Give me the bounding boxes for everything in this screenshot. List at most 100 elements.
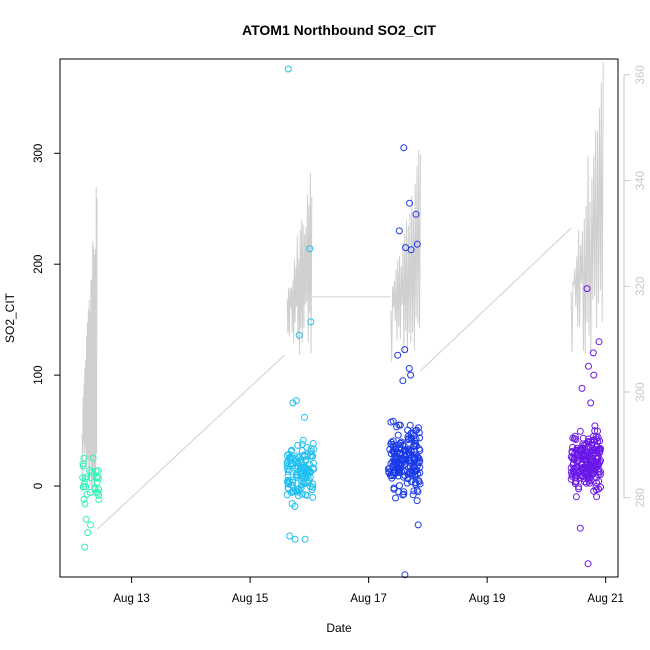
point-s3-129: [597, 445, 604, 453]
point-s2-178: [416, 469, 424, 477]
point-s2-134: [389, 437, 397, 445]
y2-axis: 280 300 320 340 360: [623, 65, 647, 507]
point-s0-17: [80, 483, 88, 491]
point-s3-200: [569, 461, 577, 469]
x-tick-label-4: Aug 21: [587, 593, 623, 605]
point-s2-141: [394, 472, 402, 480]
point-s2-170: [396, 465, 404, 473]
point-s1-103: [303, 491, 311, 499]
point-s2-197: [399, 377, 407, 385]
point-s2-187: [406, 199, 413, 207]
point-s3-161: [572, 493, 580, 501]
point-s3-175: [590, 447, 598, 455]
point-s0-25: [86, 489, 94, 496]
point-s2-188: [412, 210, 420, 218]
point-s3-180: [594, 460, 602, 468]
point-s2-161: [403, 450, 411, 458]
x-axis-label: Date: [326, 621, 352, 635]
point-s0-31: [79, 462, 87, 470]
point-s3-204: [585, 362, 592, 370]
point-s2-140: [402, 455, 410, 463]
point-s0-0: [80, 495, 88, 503]
point-s1-117: [284, 465, 291, 473]
point-s2-184: [411, 437, 419, 445]
point-s1-120: [310, 445, 318, 453]
y-tick-label-2: 200: [33, 255, 45, 274]
y2-tick-label-2: 320: [635, 277, 647, 296]
point-s2-172: [412, 435, 420, 443]
point-s0-23: [82, 483, 90, 491]
point-s1-72: [287, 447, 295, 455]
point-s0-12: [81, 500, 89, 508]
x-tick-label-3: Aug 19: [469, 593, 505, 605]
point-s2-101: [415, 478, 423, 486]
point-s2-58: [394, 431, 402, 439]
point-s2-139: [392, 452, 400, 460]
point-s2-128: [404, 436, 412, 444]
point-s2-193: [401, 346, 409, 354]
point-s0-24: [79, 474, 87, 482]
point-s0-34: [89, 454, 97, 462]
y2-tick-label-3: 340: [635, 171, 647, 190]
point-s0-27: [81, 543, 89, 551]
point-s1-116: [306, 474, 314, 481]
point-s2-97: [412, 479, 419, 487]
point-s3-201: [583, 285, 591, 293]
point-s1-87: [293, 452, 301, 460]
point-s2-154: [399, 455, 407, 463]
point-s0-28: [84, 529, 92, 537]
y-tick-label-0: 0: [33, 483, 45, 489]
point-s1-137: [286, 532, 294, 540]
point-s2-117: [396, 421, 404, 429]
secondary-burst-2: [390, 149, 421, 363]
point-s0-6: [92, 467, 100, 475]
point-s2-10: [400, 488, 408, 496]
point-s1-105: [300, 478, 308, 486]
point-s0-29: [87, 521, 94, 529]
y-axis-label: SO2_CIT: [3, 292, 17, 343]
point-s1-131: [306, 245, 314, 253]
point-s2-137: [410, 487, 418, 495]
point-s2-164: [399, 491, 407, 499]
point-s2-169: [406, 462, 414, 470]
point-s1-138: [291, 535, 299, 543]
point-s3-171: [583, 456, 591, 464]
point-s3-149: [595, 477, 603, 485]
point-s2-21: [393, 423, 401, 431]
point-s2-121: [395, 488, 403, 496]
point-s2-198: [414, 521, 422, 529]
y-axis: 0 100 200 300: [33, 144, 60, 489]
point-s1-68: [283, 491, 291, 499]
point-s1-124: [284, 480, 292, 488]
point-s2-31: [409, 491, 417, 499]
point-s1-113: [297, 456, 305, 464]
point-s3-206: [578, 384, 586, 392]
point-s0-15: [95, 491, 103, 499]
point-s3-174: [575, 483, 583, 491]
point-s2-156: [389, 417, 397, 425]
point-s2-194: [394, 351, 402, 359]
point-s1-125: [295, 487, 303, 495]
point-s2-168: [413, 497, 421, 505]
point-s1-66: [284, 463, 291, 470]
x-tick-label-0: Aug 13: [113, 593, 149, 605]
point-s1-111: [299, 436, 307, 444]
point-s3-208: [576, 524, 584, 532]
secondary-connector-2: [420, 227, 572, 372]
secondary-burst-1: [286, 172, 313, 355]
point-s1-97: [284, 484, 292, 492]
point-s2-42: [413, 486, 421, 494]
point-s1-139: [301, 535, 309, 543]
secondary-burst-3: [570, 62, 604, 355]
point-s2-180: [392, 494, 399, 502]
point-s2-148: [412, 455, 420, 463]
point-s2-118: [414, 488, 422, 496]
point-s0-21: [95, 496, 103, 504]
point-s3-112: [592, 486, 600, 494]
point-s3-195: [579, 463, 587, 471]
point-s2-199: [401, 571, 409, 579]
point-s1-136: [301, 413, 308, 421]
point-s3-186: [580, 475, 588, 483]
point-s3-202: [595, 338, 603, 346]
point-s2-177: [387, 460, 395, 468]
